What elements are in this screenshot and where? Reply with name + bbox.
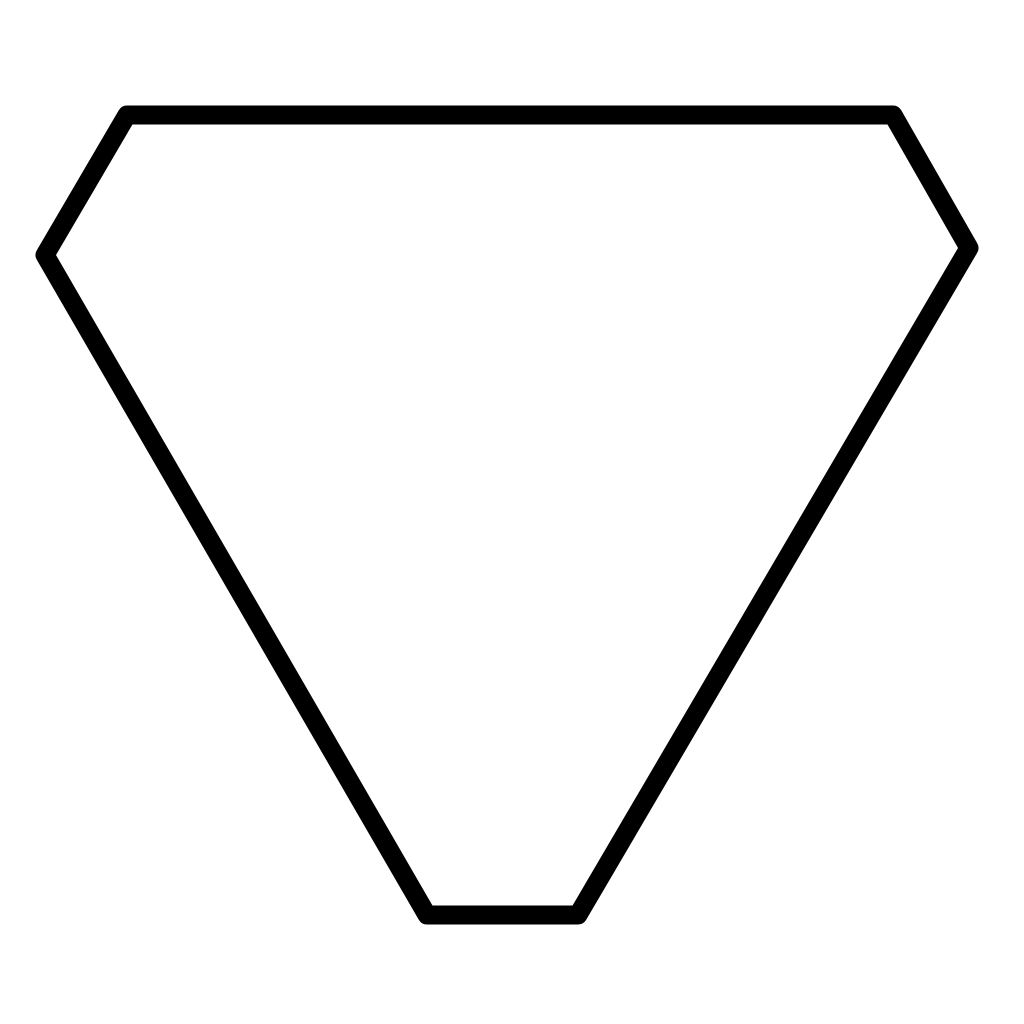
hexagon-outline — [35, 105, 979, 925]
